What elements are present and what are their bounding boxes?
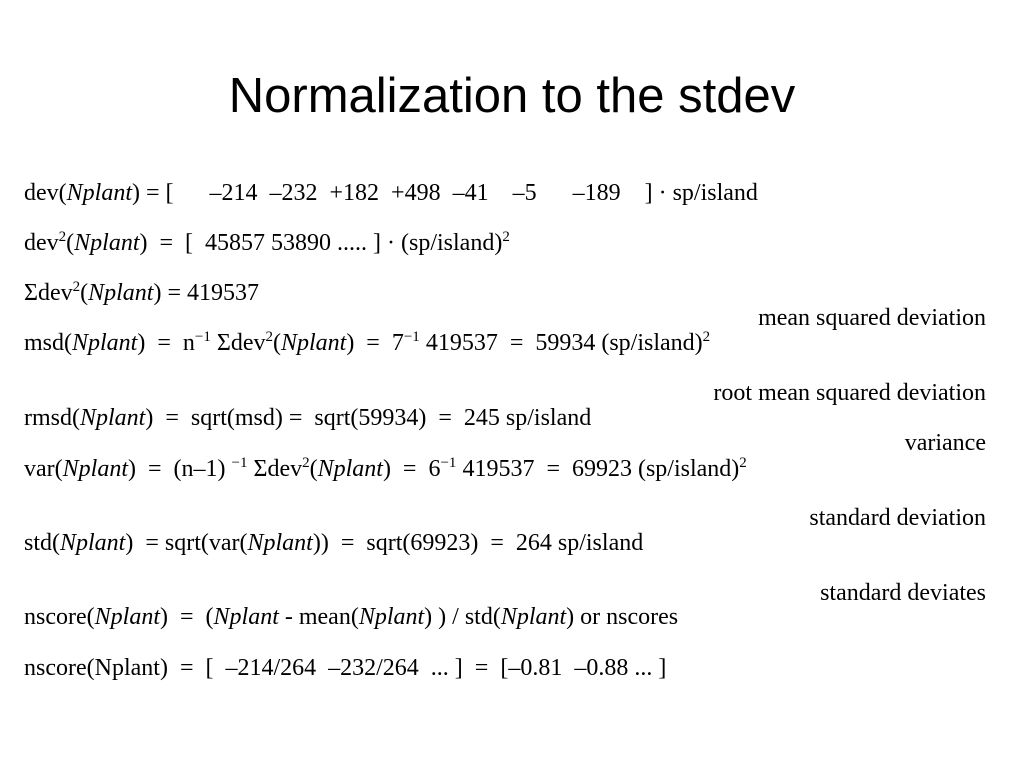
text: dev( (24, 180, 67, 206)
text: Nplant (60, 530, 126, 556)
text: 419537 = 69923 (sp/island) (456, 456, 740, 482)
superscript: 2 (72, 279, 81, 295)
text: Nplant (72, 330, 138, 356)
superscript: −1 (403, 329, 420, 345)
text: ) = [ –214 –232 +182 +498 –41 –5 –189 ] … (132, 180, 758, 206)
text: ) = sqrt(msd) = sqrt(59934) = 245 sp/isl… (145, 405, 592, 431)
text: nscore(Nplant) = [ –214/264 –232/264 ...… (24, 655, 667, 681)
annotation: variance (904, 430, 986, 456)
text: Nplant (88, 280, 154, 306)
text: nscore( (24, 604, 95, 630)
annotation: standard deviates (820, 580, 986, 606)
equation: msd(Nplant) = n−1 Σdev2(Nplant) = 7−1 41… (24, 329, 711, 356)
superscript: −1 (231, 455, 248, 471)
text: dev (24, 230, 59, 256)
superscript: 2 (502, 229, 510, 245)
text: 419537 = 59934 (sp/island) (419, 330, 703, 356)
text: ) or nscores (566, 604, 679, 630)
text: - mean( (278, 604, 359, 630)
equation: nscore(Nplant) = [ –214/264 –232/264 ...… (24, 656, 666, 680)
text: Nplant (74, 230, 140, 256)
text: var( (24, 456, 63, 482)
slide-title: Normalization to the stdev (228, 69, 796, 123)
equation: std(Nplant) = sqrt(var(Nplant)) = sqrt(6… (24, 531, 643, 555)
equation: nscore(Nplant) = (Nplant - mean(Nplant) … (24, 605, 678, 629)
text: ) = n (137, 330, 195, 356)
text: ) = (n–1) (127, 456, 232, 482)
text: Nplant (94, 604, 160, 630)
text: Nplant (317, 456, 383, 482)
text: Nplant (80, 405, 146, 431)
text: ) = 7 (346, 330, 404, 356)
text: ) = ( (159, 604, 214, 630)
superscript: 2 (58, 229, 67, 245)
text: Σdev (24, 280, 73, 306)
text: std( (24, 530, 60, 556)
superscript: 2 (739, 455, 747, 471)
text: Nplant (280, 330, 347, 356)
text: msd( (24, 330, 72, 356)
annotation: root mean squared deviation (713, 380, 986, 406)
annotation: standard deviation (809, 505, 986, 531)
text: )) = sqrt(69923) = 264 sp/island (312, 530, 644, 556)
text: Nplant (500, 604, 567, 630)
superscript: −1 (194, 329, 211, 345)
text: ( (309, 456, 318, 482)
text: Σdev (247, 456, 303, 482)
equation: dev2(Nplant) = [ 45857 53890 ..... ] · (… (24, 229, 510, 256)
text: Nplant (66, 180, 132, 206)
equation: rmsd(Nplant) = sqrt(msd) = sqrt(59934) =… (24, 406, 591, 430)
equation: dev(Nplant) = [ –214 –232 +182 +498 –41 … (24, 181, 758, 205)
text: ( (80, 280, 89, 306)
text: Nplant (358, 604, 425, 630)
annotation: mean squared deviation (758, 305, 986, 331)
equation: Σdev2(Nplant) = 419537 (24, 279, 259, 306)
text: ( (66, 230, 75, 256)
text: ) = 419537 (153, 280, 259, 306)
text: ) = sqrt(var( (125, 530, 248, 556)
superscript: 2 (702, 329, 711, 345)
text: ) ) / std( (424, 604, 501, 630)
text: ) = [ 45857 53890 ..... ] · (sp/island) (139, 230, 503, 256)
text: ) = 6 (382, 456, 441, 482)
equation: var(Nplant) = (n–1) −1 Σdev2(Nplant) = 6… (24, 455, 747, 482)
text: Nplant (213, 604, 279, 630)
text: Nplant (247, 530, 313, 556)
superscript: −1 (440, 455, 457, 471)
text: Σdev (210, 330, 266, 356)
text: rmsd( (24, 405, 80, 431)
text: Nplant (62, 456, 128, 482)
superscript: 2 (265, 329, 273, 345)
text: ( (272, 330, 281, 356)
superscript: 2 (302, 455, 310, 471)
